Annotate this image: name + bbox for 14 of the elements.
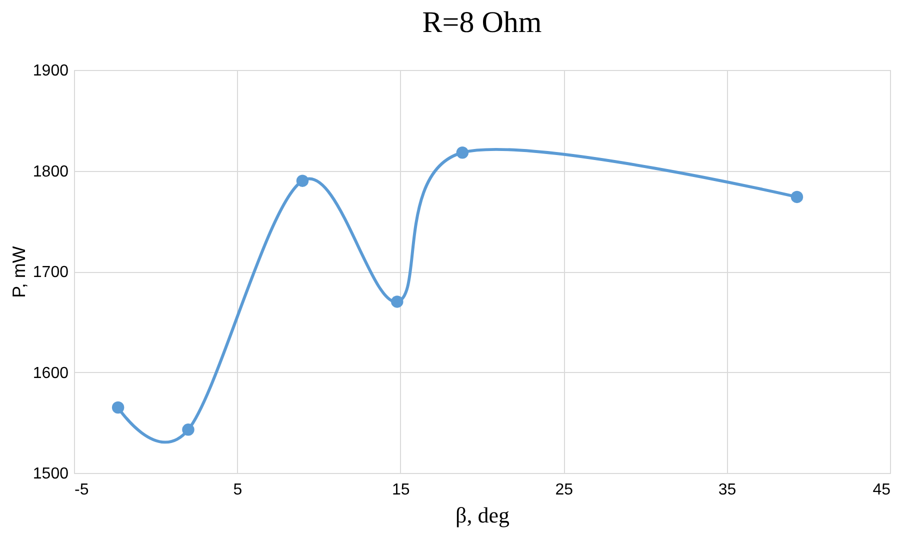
y-tick-label: 1700 [32,264,69,281]
x-tick-label: -5 [74,482,89,498]
x-tick-label: 45 [872,482,891,498]
x-tick-label: 5 [233,482,242,498]
chart-title: R=8 Ohm [422,6,542,39]
x-tick-label: 15 [392,482,410,498]
x-tick-label: 35 [718,482,736,498]
y-tick-label: 1900 [32,62,69,80]
y-tick-label: 1500 [32,466,69,482]
y-tick-label: 1600 [32,364,69,382]
y-tick-label: 1800 [32,163,69,180]
y-axis-title: P, mW [8,246,29,298]
x-axis-title: β, deg [456,502,510,528]
x-tick-label: 25 [555,482,574,498]
